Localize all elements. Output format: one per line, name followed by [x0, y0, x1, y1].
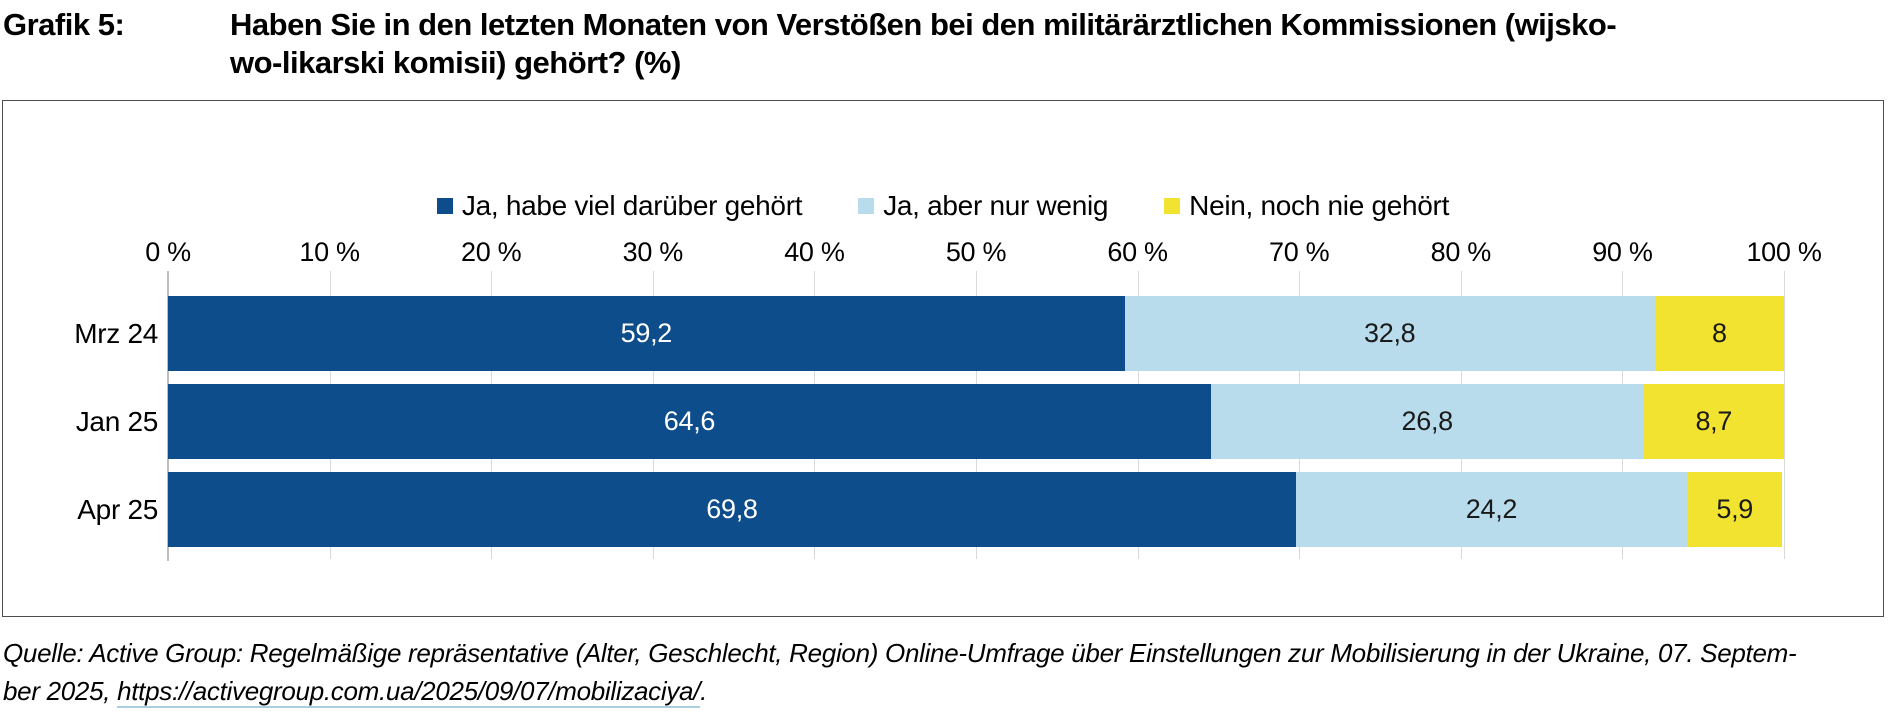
- legend-label: Ja, aber nur wenig: [883, 190, 1109, 221]
- legend-swatch: [858, 198, 875, 214]
- bar-segment: 8,7: [1643, 384, 1784, 459]
- source-line-2: ber 2025, https://activegroup.com.ua/202…: [3, 672, 1796, 710]
- x-tick-label: 70 %: [1269, 237, 1330, 267]
- bar-segment: 69,8: [168, 472, 1296, 547]
- legend-swatch: [436, 198, 453, 214]
- bar-segment: 26,8: [1210, 384, 1644, 459]
- source-line-1: Quelle: Active Group: Regelmäßige repräs…: [3, 638, 1797, 668]
- source-line-2-period: .: [700, 676, 708, 706]
- x-tick-label: 0 %: [145, 237, 191, 267]
- source-line-2-text: ber 2025,: [3, 676, 118, 706]
- bar-segment: 59,2: [168, 296, 1125, 371]
- x-tick-label: 10 %: [299, 237, 360, 267]
- bar-value-label: 8,7: [1695, 406, 1733, 436]
- title-text: Haben Sie in den letzten Monaten von Ver…: [230, 6, 1890, 82]
- bar-row: 59,2 32,8 8: [168, 296, 1784, 371]
- bar-segment: 8: [1654, 296, 1784, 371]
- gridline: [1784, 271, 1785, 559]
- legend-label: Nein, noch nie gehört: [1189, 190, 1450, 221]
- bar-value-label: 32,8: [1364, 318, 1416, 348]
- bar-segment: 24,2: [1295, 472, 1688, 547]
- x-tick-label: 40 %: [784, 237, 845, 267]
- bar-segment: 32,8: [1124, 296, 1655, 371]
- bar-value-label: 64,6: [663, 406, 716, 436]
- x-tick-label: 50 %: [945, 237, 1007, 267]
- legend-swatch: [1164, 198, 1181, 214]
- bar-value-label: 5,9: [1716, 494, 1753, 524]
- plot-area: 59,2 32,8 8 64,6 26,8 8,7 69,8 24,2 5,9: [167, 271, 1785, 561]
- x-tick-label: 100 %: [1746, 237, 1822, 267]
- bar-row: 69,8 24,2 5,9: [168, 472, 1784, 547]
- x-tick-label: 80 %: [1430, 237, 1492, 267]
- bar-value-label: 26,8: [1401, 406, 1454, 436]
- title-line-1: Haben Sie in den letzten Monaten von Ver…: [230, 7, 1617, 42]
- legend-item: Ja, habe viel darüber gehört: [436, 190, 803, 222]
- chart-title: Grafik 5: Haben Sie in den letzten Monat…: [3, 6, 1890, 82]
- x-tick-label: 30 %: [622, 237, 684, 267]
- legend: Ja, habe viel darüber gehört Ja, aber nur…: [3, 187, 1883, 225]
- category-label: Mrz 24: [74, 317, 158, 349]
- source-note: Quelle: Active Group: Regelmäßige repräs…: [3, 634, 1797, 710]
- bar-row: 64,6 26,8 8,7: [168, 384, 1784, 459]
- category-label: Apr 25: [77, 493, 158, 525]
- bar-value-label: 69,8: [706, 494, 758, 524]
- legend-label: Ja, habe viel darüber gehört: [461, 190, 803, 221]
- bar-value-label: 24,2: [1465, 494, 1518, 524]
- category-label: Jan 25: [75, 405, 159, 437]
- x-tick-label: 90 %: [1592, 237, 1653, 267]
- figure-number: Grafik 5:: [3, 7, 125, 42]
- legend-item: Nein, noch nie gehört: [1164, 190, 1449, 222]
- bar-value-label: 8: [1711, 318, 1727, 348]
- bar-value-label: 59,2: [620, 318, 673, 348]
- legend-item: Ja, aber nur wenig: [858, 190, 1108, 222]
- source-link[interactable]: https://activegroup.com.ua/2025/09/07/mo…: [117, 676, 701, 708]
- x-tick-label: 20 %: [461, 237, 522, 267]
- bar-segment: 5,9: [1687, 472, 1783, 547]
- x-axis-ticks: 0 % 10 % 20 % 30 % 40 % 50 % 60 % 70 % 80 % 90 % 1…: [145, 237, 1822, 271]
- x-tick-label: 60 %: [1107, 237, 1168, 267]
- bar-segment: 64,6: [168, 384, 1211, 459]
- chart-panel: Ja, habe viel darüber gehört Ja, aber nur…: [2, 100, 1884, 617]
- title-line-2: wo-likarski komisii) gehört? (%): [230, 45, 681, 80]
